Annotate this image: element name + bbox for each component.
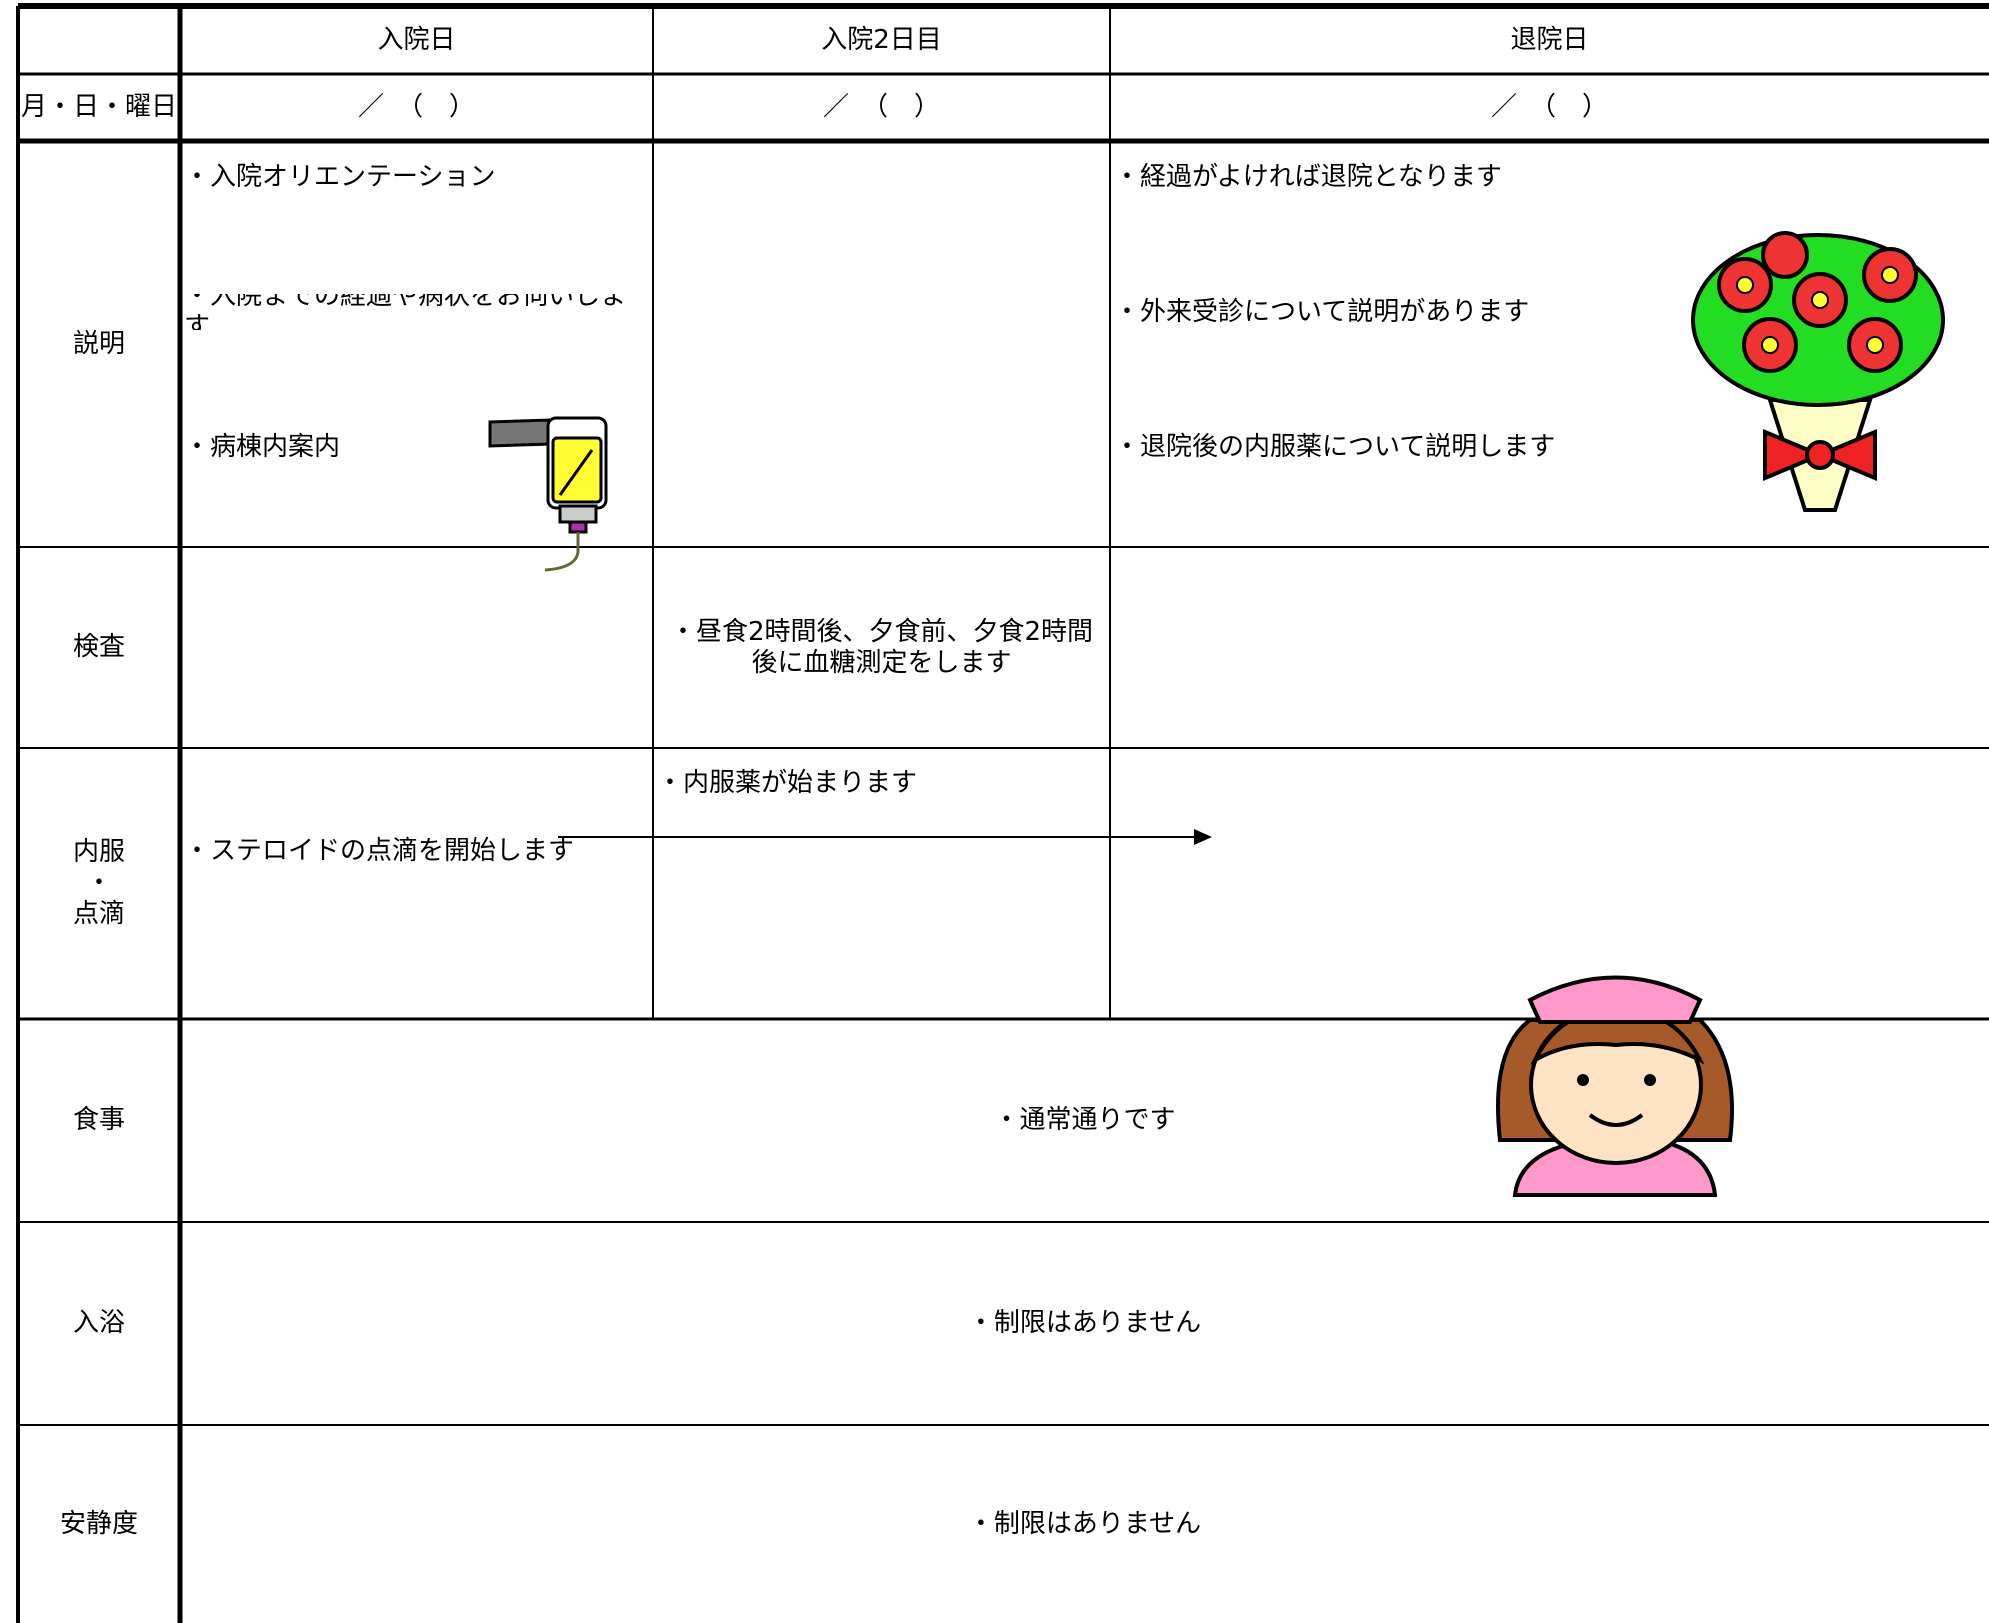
row-label: 食事	[72, 1105, 125, 1135]
grid-lines	[16, 3, 1989, 1623]
date-cell: ／ （ ）	[357, 92, 475, 122]
cell-text: ・経過がよければ退院となります	[1114, 161, 1502, 192]
cell-text: ・退院後の内服薬について説明します	[1114, 431, 1556, 462]
date-cell: ／ （ ）	[822, 92, 940, 122]
cell-text: ・病棟内案内	[184, 431, 341, 462]
row-label: 説明	[72, 328, 125, 359]
cell-text: ・入院オリエンテーション	[184, 161, 496, 192]
arrow-head	[1194, 829, 1212, 845]
nurse-illustration	[1496, 975, 1734, 1197]
cell-text: ・入院までの経過や病状をお伺いします	[184, 294, 627, 330]
cell-text: ・昼食2時間後、夕食前、夕食2時間後に血糖測定をします	[669, 616, 1094, 678]
row-label: 安静度	[59, 1508, 138, 1539]
cell-text: ・通常通りです	[993, 1105, 1176, 1135]
cell-text: ・制限はありません	[967, 1508, 1202, 1539]
iv-bag-illustration	[488, 416, 608, 572]
cell-text: ・ステロイドの点滴を開始します	[184, 835, 575, 866]
row-label: 内服 ・ 点滴	[72, 837, 125, 929]
cell-text: ・外来受診について説明があります	[1114, 296, 1530, 327]
cell-text: ・制限はありません	[967, 1308, 1202, 1338]
cell-text: ・内服薬が始まります	[657, 767, 918, 798]
row-label: 検査	[72, 632, 125, 662]
date-cell: ／ （ ）	[1490, 92, 1608, 122]
row-label: 入浴	[72, 1308, 125, 1338]
column-header: 退院日	[1510, 24, 1589, 55]
column-header: 入院日	[377, 24, 456, 55]
column-header: 入院2日目	[821, 24, 942, 55]
date-label: 月・日・曜日	[20, 92, 177, 122]
flower-illustration	[1691, 231, 1945, 512]
